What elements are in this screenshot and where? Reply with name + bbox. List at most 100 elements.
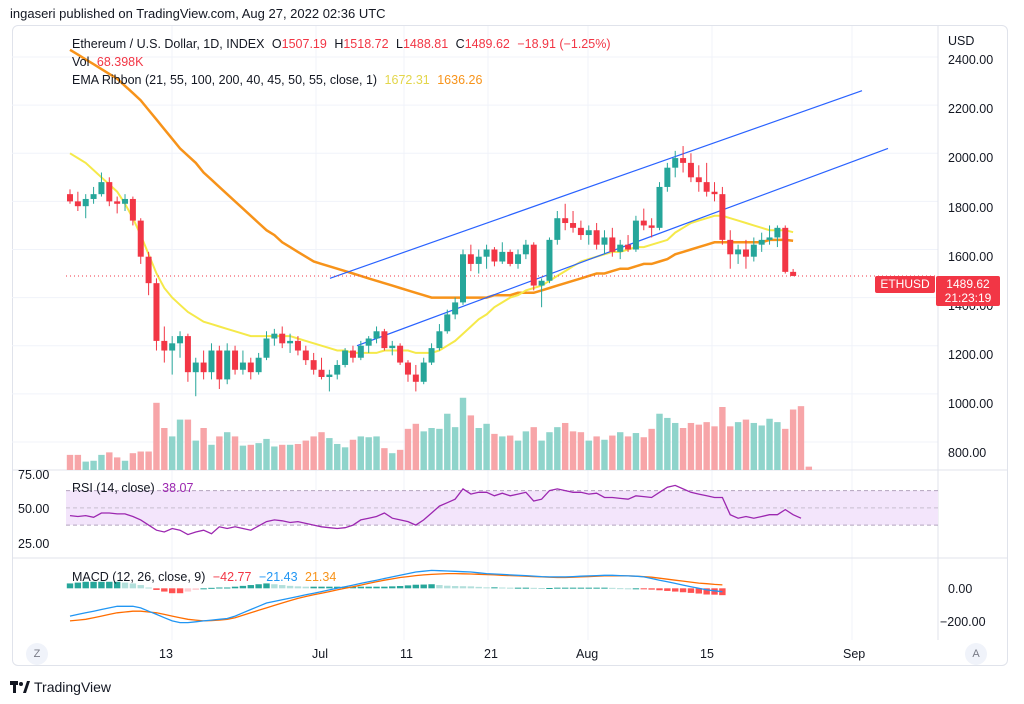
macd-histogram-bar [184, 588, 192, 592]
symbol-title[interactable]: Ethereum / U.S. Dollar, 1D, INDEX [72, 37, 265, 51]
volume-label[interactable]: Vol [72, 55, 90, 69]
volume-bar [381, 448, 388, 470]
tradingview-logo[interactable]: TradingView [10, 679, 111, 695]
candle-body [90, 194, 97, 199]
legend-macd-row: MACD (12, 26, close, 9) −42.77 −21.43 21… [72, 570, 340, 584]
candle-body [719, 194, 726, 240]
volume-bar [436, 428, 443, 470]
candle-body [522, 244, 529, 255]
auto-scale-button[interactable]: A [965, 643, 987, 665]
volume-bar [797, 406, 805, 470]
zoom-button[interactable]: Z [26, 643, 48, 665]
volume-bar [176, 419, 184, 470]
volume-bar [569, 431, 577, 470]
open-label: O [271, 37, 282, 51]
candle-body [554, 218, 561, 240]
macd-histogram-bar [239, 585, 247, 589]
macd-histogram-bar [703, 588, 710, 595]
candle-body [263, 338, 270, 358]
volume-bar [113, 457, 121, 470]
volume-bar [554, 427, 561, 470]
macd-histogram-bar [357, 586, 365, 589]
candle-body [216, 350, 223, 380]
volume-bar [514, 440, 522, 470]
candle-body [114, 201, 121, 204]
time-tick: Sep [843, 647, 866, 661]
candle-body [475, 256, 482, 264]
ema-label[interactable]: EMA Ribbon (21, 55, 100, 200, 40, 45, 50… [72, 73, 378, 87]
candle-body [648, 225, 655, 228]
publish-header: ingaseri published on TradingView.com, A… [10, 6, 386, 21]
macd-histogram-bar [161, 588, 168, 592]
candle-body [294, 340, 301, 351]
candle-body [122, 198, 129, 204]
volume-bar [224, 432, 231, 470]
volume-bar [255, 443, 262, 470]
candle-body [310, 360, 317, 370]
candle-body [507, 251, 514, 264]
candle-body [389, 345, 396, 349]
volume-bar [467, 415, 475, 470]
candle-body [727, 239, 734, 255]
macd-histogram-bar [255, 584, 262, 589]
rsi-tick: 25.00 [18, 537, 50, 551]
volume-bar [593, 436, 600, 470]
candle-body [742, 249, 749, 257]
macd-histogram-bar [412, 584, 420, 589]
candle-body [232, 350, 239, 370]
candle-body [334, 364, 341, 375]
candle-body [632, 220, 639, 250]
last-price-label: 1489.62 21:23:19 [936, 276, 1000, 306]
macd-histogram-bar [192, 588, 199, 590]
volume-bar [121, 460, 129, 470]
price-tick: 2400.00 [948, 53, 994, 67]
volume-bar [82, 461, 89, 470]
candle-body [460, 254, 466, 303]
macd-histogram-bar [624, 588, 632, 590]
volume-bar [617, 432, 624, 470]
macd-histogram-bar [129, 583, 137, 589]
volume-bar [530, 427, 537, 470]
candle-body [546, 239, 553, 281]
open-value: 1507.19 [281, 37, 327, 51]
volume-bar [145, 451, 152, 470]
macd-histogram-bar [137, 585, 144, 589]
candle-body [750, 244, 757, 257]
macd-label[interactable]: MACD (12, 26, close, 9) [72, 570, 206, 584]
candle-body [530, 244, 537, 286]
macd-histogram-bar [451, 586, 459, 589]
volume-bar [577, 432, 585, 470]
brand-text: TradingView [34, 679, 112, 695]
candle-body [137, 220, 144, 257]
volume-bar [719, 407, 726, 470]
macd-histogram-bar [310, 586, 317, 589]
candle-body [357, 345, 364, 358]
volume-bar [271, 446, 278, 470]
macd-histogram-bar [231, 586, 239, 589]
rsi-value: 38.07 [162, 481, 194, 495]
macd-histogram-bar [302, 586, 309, 589]
channel-upper-line [329, 90, 863, 279]
candle-body [184, 336, 191, 373]
time-tick: 15 [700, 647, 714, 661]
macd-histogram-bar [420, 584, 427, 589]
candle-body [672, 158, 679, 168]
candle-body [82, 198, 89, 207]
volume-bar [789, 409, 797, 470]
price-tick: 1200.00 [948, 348, 994, 362]
macd-histogram-bar [208, 587, 215, 589]
rsi-label[interactable]: RSI (14, close) [72, 481, 155, 495]
macd-histogram-bar [381, 586, 388, 589]
macd-histogram-bar [632, 588, 640, 590]
ema-fast-line [69, 152, 794, 354]
close-value: 1489.62 [464, 37, 510, 51]
macd-histogram-bar [467, 586, 475, 589]
candle-body [153, 283, 160, 341]
candle-body [279, 333, 286, 344]
volume-bar [247, 444, 254, 470]
macd-histogram-bar [216, 587, 223, 589]
candle-body [758, 239, 765, 245]
volume-bar [263, 438, 270, 470]
candle-body [577, 227, 584, 236]
